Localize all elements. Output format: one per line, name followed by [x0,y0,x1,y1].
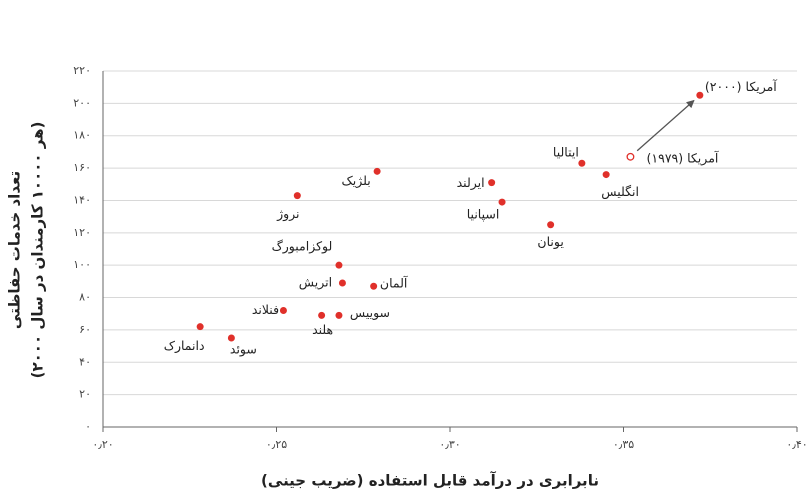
y-tick-label: ۲۰۰ [73,96,91,109]
data-point [227,334,235,342]
data-point [373,167,381,175]
point-label: آمریکا (۱۹۷۹) [647,150,719,166]
arrow [636,99,695,152]
data-point [335,261,343,269]
data-point [338,279,346,287]
data-point [498,198,506,206]
x-tick-label: ۰٫۳۵ [613,438,634,451]
y-tick-label: ۲۰ [79,388,91,401]
data-point [293,192,301,200]
point-label: ایرلند [457,175,485,191]
data-point [602,171,610,179]
data-point [488,179,496,187]
point-label: بلژیک [342,173,371,189]
y-tick-label: ۶۰ [79,323,91,336]
x-tick-label: ۰٫۴۰ [786,438,807,451]
y-axis-title: تعداد خدمات حفاظتی [6,171,24,329]
y-tick-label: ۰ [85,420,91,433]
point-label: یونان [537,234,564,250]
x-tick-label: ۰٫۲۵ [266,438,287,451]
data-point [196,323,204,331]
data-point [626,152,635,161]
y-tick-label: ۱۰۰ [73,258,91,271]
point-label: لوکزامبورگ [272,239,333,255]
point-label: آلمان [380,276,408,291]
point-label: انگلیس [601,184,639,200]
data-point [578,159,586,167]
x-tick-label: ۰٫۲۰ [92,438,113,451]
point-label: سوییس [350,305,390,321]
y-tick-label: ۸۰ [79,291,91,304]
point-label: سوئد [230,342,257,358]
point-label: نروژ [276,206,299,222]
x-axis-title: نابرابری در درآمد قابل استفاده (ضریب جین… [261,472,599,490]
y-tick-label: ۱۴۰ [73,193,91,206]
point-label: هلند [312,322,333,337]
data-point [547,221,555,229]
y-tick-label: ۱۶۰ [73,161,91,174]
y-tick-label: ۱۸۰ [73,129,91,142]
point-label: اسپانیا [467,207,500,222]
y-tick-label: ۲۲۰ [73,64,91,77]
x-tick-label: ۰٫۳۰ [439,438,460,451]
data-point [279,306,287,314]
data-point [335,311,343,319]
point-label: ایتالیا [553,145,579,160]
y-tick-label: ۱۲۰ [73,226,91,239]
y-tick-label: ۴۰ [79,355,91,368]
data-point [370,282,378,290]
point-label: آمریکا (۲۰۰۰) [705,79,777,95]
y-axis-title: (هر ۱۰۰۰۰ کارمندان در سال ۲۰۰۰) [29,122,47,379]
point-label: فنلاند [252,302,279,317]
data-point [696,91,704,99]
point-label: دانمارک [164,338,205,354]
data-point [318,311,326,319]
point-label: اتریش [299,274,332,290]
